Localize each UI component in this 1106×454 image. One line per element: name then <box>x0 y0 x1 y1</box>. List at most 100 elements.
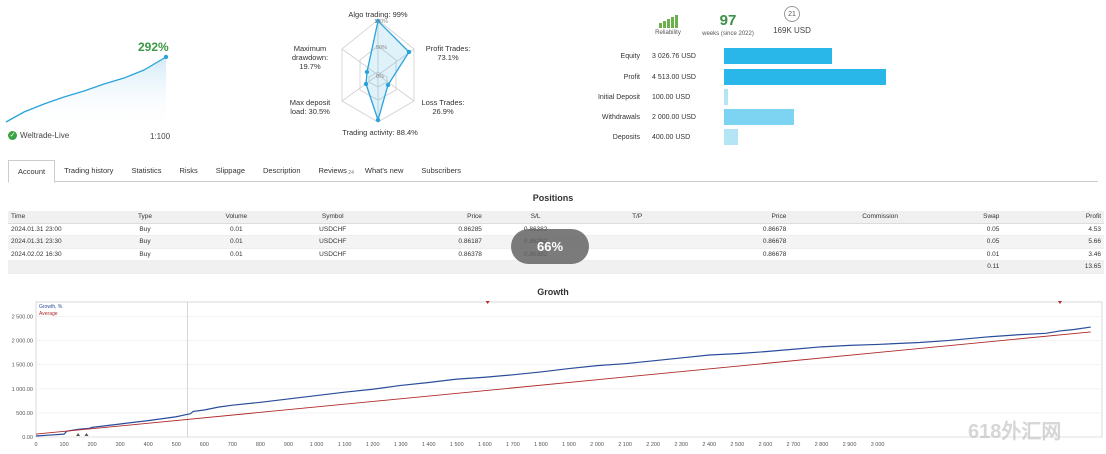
table-row: 2024.01.31 23:30 Buy 0.01 USDCHF 0.86187 0.86… <box>8 235 1104 249</box>
finance-label: Initial Deposit <box>597 93 640 101</box>
x-tick-label: 3 000 <box>871 442 885 448</box>
table-cell: 0.05 <box>900 235 1003 249</box>
table-cell: 0.86678 <box>687 223 790 236</box>
tab-slippage[interactable]: Slippage <box>215 166 245 175</box>
table-cell: USDCHF <box>281 248 384 261</box>
positions-header-cell[interactable]: Type <box>99 211 191 224</box>
legend-growth: Growth, % <box>39 304 63 310</box>
radar-max-deposit-value: load: 30.5% <box>290 107 330 116</box>
x-tick-label: 2 700 <box>787 442 801 448</box>
positions-header-cell[interactable]: Symbol <box>281 211 384 224</box>
tab-account[interactable]: Account <box>8 160 56 183</box>
x-tick-label: 600 <box>200 442 209 448</box>
tab-risks[interactable]: Risks <box>179 166 198 175</box>
positions-header-cell[interactable]: T/P <box>586 211 688 224</box>
event-marker <box>84 433 89 436</box>
radar-max-deposit-title: Max deposit <box>289 98 331 107</box>
table-cell <box>586 235 688 249</box>
radar-label-trading-activity: Trading activity: 88.4% <box>342 128 418 137</box>
watermark: 618外汇网 <box>968 421 1062 443</box>
tab-reviews[interactable]: Reviews 24 <box>310 160 356 181</box>
radar-ring-0: 0% <box>376 74 384 80</box>
tab-subscribers[interactable]: Subscribers <box>421 166 461 175</box>
broker-name[interactable]: ✓ Weltrade-Live <box>8 131 69 140</box>
totals-cell <box>789 260 901 274</box>
legend-average: Average <box>39 311 58 317</box>
reliability-bars-icon <box>648 14 688 28</box>
radar-profit-trades-title: Profit Trades: <box>425 44 471 53</box>
table-cell: 0.86378 <box>383 248 485 261</box>
tab-description[interactable]: Description <box>263 166 301 175</box>
table-cell: Buy <box>99 223 191 236</box>
finance-value: 100.00 USD <box>652 93 691 101</box>
positions-header-cell[interactable]: Volume <box>190 211 282 224</box>
positions-header-cell[interactable]: Commission <box>789 211 901 224</box>
x-tick-label: 1 800 <box>534 442 548 448</box>
verified-check-icon: ✓ <box>8 131 17 140</box>
finance-bar <box>724 129 738 145</box>
x-tick-label: 1 700 <box>506 442 520 448</box>
x-tick-label: 2 500 <box>730 442 744 448</box>
event-marker <box>1057 301 1062 304</box>
x-tick-label: 700 <box>228 442 237 448</box>
y-tick-label: 500.00 <box>16 411 33 417</box>
radar-label-algo: Algo trading: 99% <box>348 10 408 19</box>
radar-max-drawdown-title: Maximum <box>293 44 327 53</box>
table-cell: 0.86187 <box>383 235 485 249</box>
table-cell: 4.53 <box>1002 223 1104 236</box>
totals-cell <box>190 260 282 274</box>
x-tick-label: 1 000 <box>310 442 324 448</box>
weeks-number: 97 <box>719 12 737 29</box>
positions-header-cell[interactable]: Price <box>383 211 485 224</box>
radar-loss-trades-value: 26.9% <box>432 107 454 116</box>
series-line-growth <box>35 326 1091 437</box>
event-marker <box>485 301 490 304</box>
growth-chart: 0.00 500.00 1 000.00 1 500.00 2 000.00 2 500.… <box>12 301 1103 448</box>
table-cell: 5.66 <box>1002 235 1104 249</box>
finance-bar <box>724 109 794 125</box>
users-icon: 21 <box>784 6 800 22</box>
leverage-value: 1:100 <box>150 132 171 141</box>
mini-growth-card[interactable]: 292% ✓ Weltrade-Live 1:100 <box>4 40 176 146</box>
table-cell <box>586 223 688 236</box>
table-cell: 0.86285 <box>383 223 485 236</box>
table-cell: USDCHF <box>281 223 384 236</box>
positions-header-cell[interactable]: Profit <box>1002 211 1104 224</box>
positions-header-cell[interactable]: Price <box>687 211 790 224</box>
x-tick-label: 200 <box>88 442 97 448</box>
tab-statistics[interactable]: Statistics <box>131 166 162 175</box>
totals-cell <box>99 260 191 274</box>
x-tick-label: 0 <box>34 442 37 448</box>
radar-label-loss-trades: Loss Trades: 26.9% <box>418 98 468 116</box>
table-cell <box>586 248 688 261</box>
tab-trading-history[interactable]: Trading history <box>64 166 114 175</box>
radar-loss-trades-title: Loss Trades: <box>421 98 465 107</box>
subscribers-funds: 169K USD <box>773 26 811 35</box>
positions-header-cell[interactable]: S/L <box>484 211 587 224</box>
finance-label: Profit <box>623 73 640 81</box>
y-tick-label: 1 000.00 <box>12 387 33 393</box>
table-cell <box>789 223 901 236</box>
table-cell: 0.86678 <box>687 235 790 249</box>
radar-ring-50: 50% <box>376 45 388 51</box>
x-tick-label: 100 <box>59 442 68 448</box>
y-tick-label: 2 500.00 <box>12 314 33 320</box>
finance-row-deposits: Deposits 400.00 USD <box>560 129 738 145</box>
totals-cell <box>383 260 485 274</box>
radar-grid <box>341 18 415 123</box>
finance-value: 3 026.76 USD <box>652 52 696 60</box>
table-cell: USDCHF <box>281 235 384 249</box>
totals-cell <box>687 260 790 274</box>
finance-row-profit: Profit 4 513.00 USD <box>560 69 886 85</box>
x-tick-label: 2 900 <box>843 442 857 448</box>
finance-bar <box>724 69 886 85</box>
x-tick-label: 1 400 <box>422 442 436 448</box>
x-tick-label: 800 <box>256 442 265 448</box>
table-cell: 0.01 <box>190 248 282 261</box>
radar-label-max-drawdown: Maximum drawdown: 19.7% <box>282 44 338 71</box>
positions-header-cell[interactable]: Time <box>8 211 100 224</box>
tab-what-s-new[interactable]: What's new <box>364 166 404 175</box>
positions-header-cell[interactable]: Swap <box>900 211 1003 224</box>
progress-overlay-badge: 66% <box>511 229 589 264</box>
